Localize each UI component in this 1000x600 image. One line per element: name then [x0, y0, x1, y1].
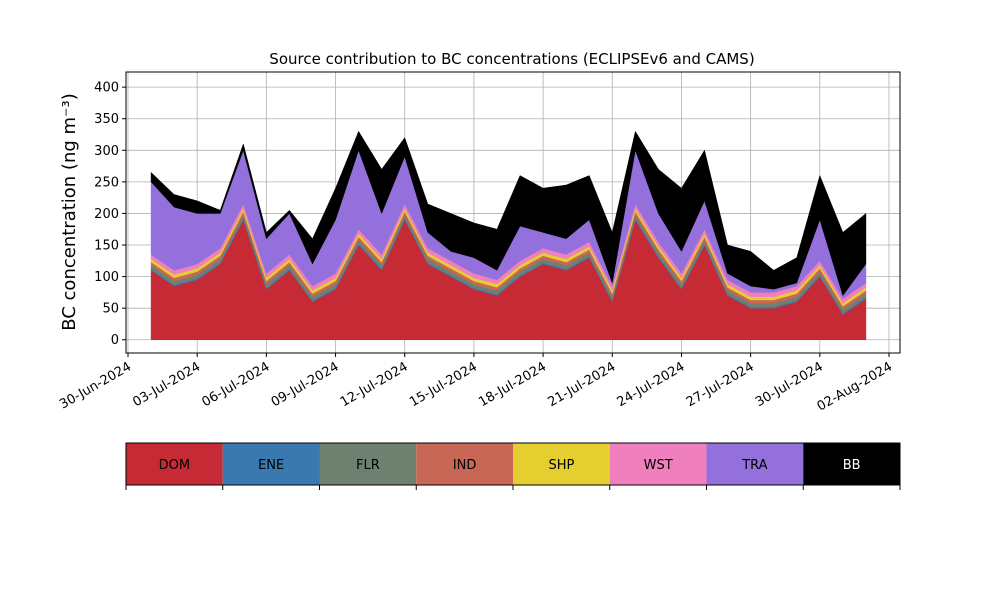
x-tick-label: 30-Jun-2024	[57, 359, 134, 412]
legend-swatch	[126, 443, 223, 485]
legend-swatch	[416, 443, 513, 485]
legend-label: DOM	[159, 458, 190, 473]
x-tick-label: 12-Jul-2024	[338, 359, 411, 410]
legend-swatch	[609, 443, 707, 485]
x-tick-label: 02-Aug-2024	[815, 359, 895, 414]
x-tick-label: 21-Jul-2024	[545, 359, 618, 410]
x-tick-label: 18-Jul-2024	[476, 359, 549, 410]
y-tick-label: 300	[94, 144, 119, 159]
y-tick-label: 150	[94, 239, 119, 254]
y-tick-label: 100	[94, 270, 119, 285]
y-tick-label: 50	[102, 302, 119, 317]
legend-swatch	[513, 443, 610, 485]
legend-label: WST	[644, 458, 673, 473]
y-tick-label: 0	[111, 333, 119, 348]
x-tick-label: 15-Jul-2024	[407, 359, 480, 410]
legend-label: IND	[453, 458, 477, 473]
legend-swatch	[803, 443, 900, 485]
legend-swatch	[706, 443, 804, 485]
legend-label: BB	[843, 458, 861, 473]
legend-label: FLR	[356, 458, 380, 473]
x-tick-label: 24-Jul-2024	[615, 359, 688, 410]
y-axis-label: BC concentration (ng m⁻³)	[59, 93, 80, 331]
y-tick-label: 400	[94, 81, 119, 96]
x-tick-label: 27-Jul-2024	[684, 359, 757, 410]
legend-swatch	[319, 443, 417, 485]
chart-title: Source contribution to BC concentrations…	[269, 50, 754, 68]
legend-swatch	[222, 443, 320, 485]
plot-frame	[125, 71, 901, 354]
legend-label: TRA	[741, 458, 767, 473]
legend-label: SHP	[548, 458, 574, 473]
y-tick-label: 200	[94, 207, 119, 222]
x-tick-label: 09-Jul-2024	[269, 359, 342, 410]
x-tick-label: 03-Jul-2024	[130, 359, 203, 410]
y-tick-label: 250	[94, 175, 119, 190]
area	[150, 130, 867, 297]
x-tick-label: 06-Jul-2024	[200, 359, 273, 410]
y-tick-label: 350	[94, 112, 119, 127]
legend-label: ENE	[258, 458, 284, 473]
